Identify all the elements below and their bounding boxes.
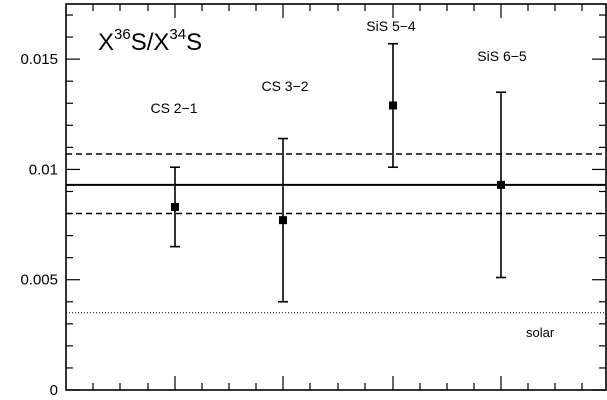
data-point-marker [171, 202, 179, 211]
y-tick-labels: 0 0.005 0.01 0.015 [20, 51, 58, 399]
data-points [170, 42, 506, 303]
point-label: CS 2−1 [150, 100, 197, 116]
y-tick-label: 0.01 [29, 161, 58, 178]
point-labels: CS 2−1 CS 3−2 SiS 5−4 SiS 6−5 [150, 18, 526, 116]
point-label: SiS 5−4 [366, 18, 416, 34]
plot-frame [65, 3, 607, 391]
y-tick-label: 0.005 [20, 272, 58, 289]
data-point-marker [389, 101, 397, 110]
axis-ticks [66, 4, 606, 391]
chart-title: X36S/X34S [98, 26, 202, 56]
reference-lines [66, 153, 606, 314]
point-label: SiS 6−5 [477, 48, 527, 64]
data-point-marker [279, 216, 287, 225]
solar-annotation: solar [526, 325, 555, 340]
y-tick-label: 0 [50, 382, 58, 399]
point-label: CS 3−2 [261, 78, 308, 94]
y-tick-label: 0.015 [20, 51, 58, 68]
data-point-marker [497, 180, 505, 189]
